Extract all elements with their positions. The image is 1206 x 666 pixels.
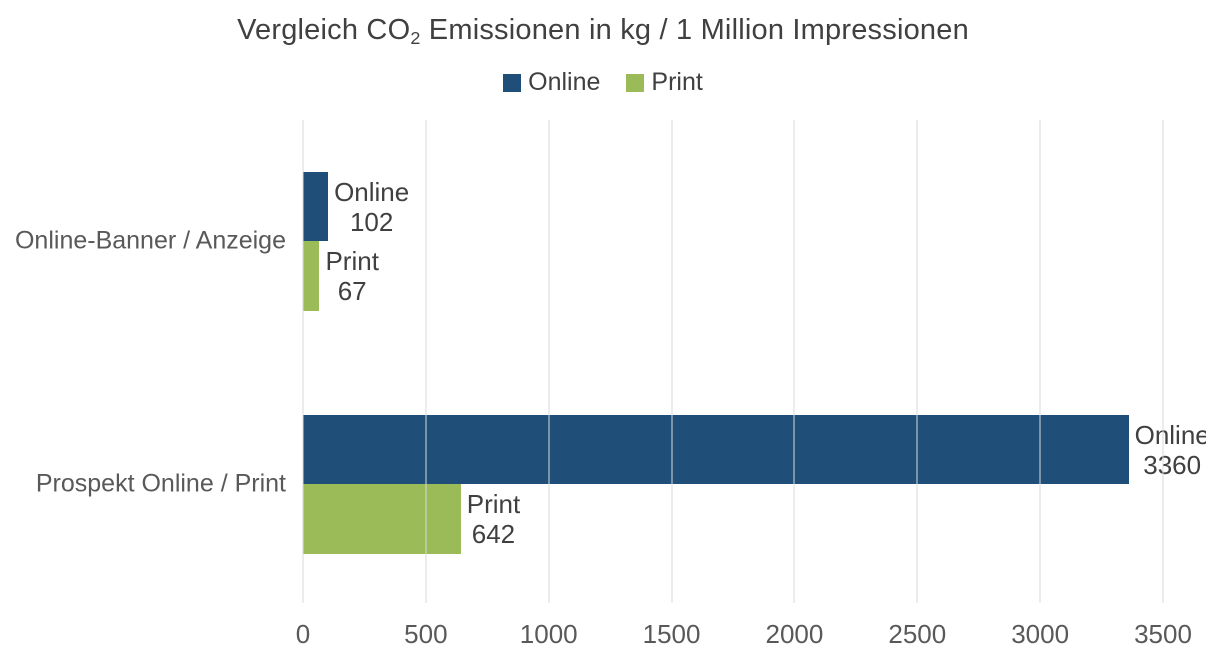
plot-area: Online 102 Print 67 Online 3360 Print 64… — [296, 120, 1206, 649]
bar-prospekt-print — [303, 484, 461, 554]
bar-value-label: Online 3360 — [1135, 415, 1206, 484]
bar-value-label: Online 102 — [334, 172, 409, 241]
bar-label-series: Online — [1134, 419, 1206, 450]
bar-label-series: Print — [325, 246, 379, 276]
x-tick-label: 0 — [295, 619, 311, 649]
gridline — [916, 120, 918, 603]
legend-item-print: Print — [626, 68, 703, 97]
category-label-prospekt: Prospekt Online / Print — [35, 469, 286, 498]
x-tick-label: 2000 — [765, 619, 824, 649]
chart-title: Vergleich CO2 Emissionen in kg / 1 Milli… — [0, 14, 1206, 49]
bar-label-value: 642 — [471, 519, 516, 549]
legend-item-online: Online — [503, 68, 600, 97]
x-tick-label: 2500 — [888, 619, 947, 649]
gridline — [793, 120, 795, 603]
gridline — [548, 120, 550, 603]
bar-value-label: Print 642 — [467, 484, 520, 554]
bar-label-series: Online — [334, 176, 410, 207]
x-tick-label: 3500 — [1134, 619, 1192, 649]
x-tick-label: 1500 — [642, 619, 701, 649]
gridline — [671, 120, 673, 603]
gridline — [1039, 120, 1041, 603]
category-label-online-banner: Online-Banner / Anzeige — [14, 226, 286, 255]
bar-prospekt-online — [303, 415, 1129, 484]
bar-label-value: 67 — [337, 276, 367, 306]
title-text-pre: Vergleich CO — [237, 14, 411, 46]
gridline — [302, 120, 304, 603]
legend-swatch-online — [503, 73, 522, 92]
bar-online-banner-print — [303, 241, 320, 311]
legend-swatch-print — [626, 73, 645, 92]
legend: Online Print — [0, 68, 1206, 97]
gridline — [1162, 120, 1164, 603]
bar-label-value: 102 — [349, 206, 394, 237]
bar-online-banner-online — [303, 172, 329, 241]
x-tick-label: 1000 — [519, 619, 578, 649]
legend-label-online: Online — [528, 68, 601, 96]
bar-value-label: Print 67 — [325, 241, 378, 311]
x-tick-label: 3000 — [1011, 619, 1070, 649]
title-subscript: 2 — [410, 28, 421, 49]
bar-label-value: 3360 — [1143, 449, 1202, 480]
title-text-post: Emissionen in kg / 1 Million Impressione… — [420, 14, 969, 46]
x-tick-label: 500 — [404, 619, 448, 649]
bar-label-series: Print — [466, 489, 521, 519]
legend-label-print: Print — [651, 68, 703, 96]
gridline — [425, 120, 427, 603]
